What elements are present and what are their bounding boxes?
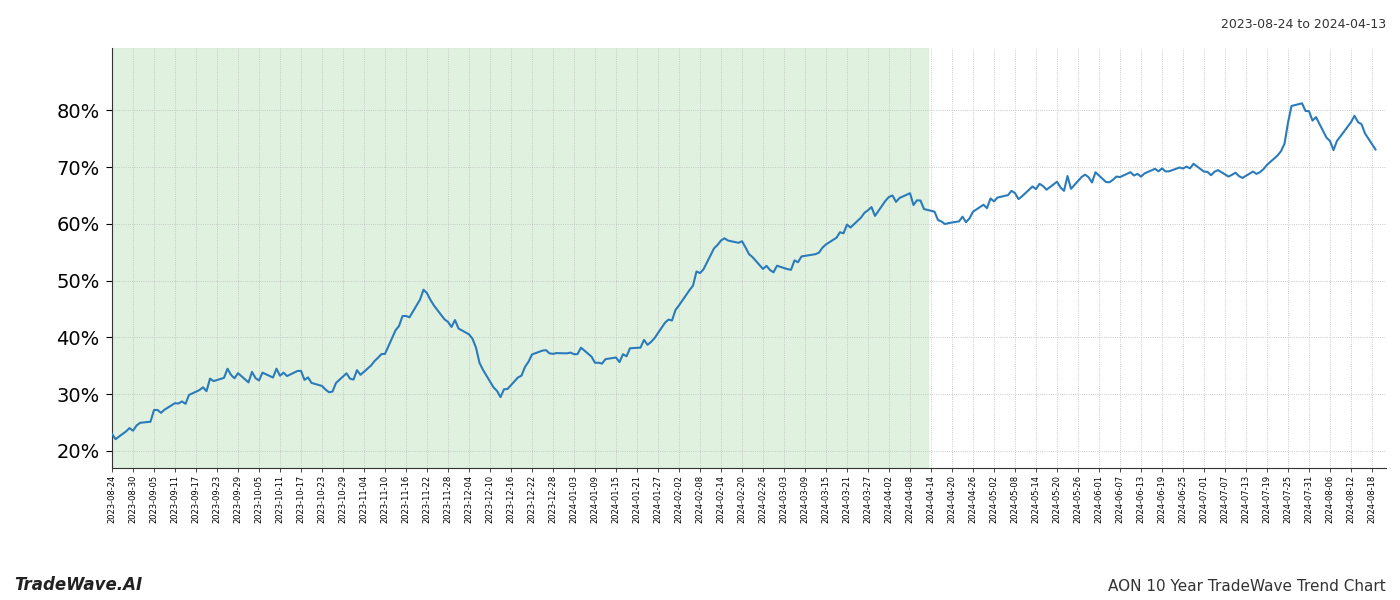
Bar (112, 48, 928, 468)
Text: AON 10 Year TradeWave Trend Chart: AON 10 Year TradeWave Trend Chart (1109, 579, 1386, 594)
Text: 2023-08-24 to 2024-04-13: 2023-08-24 to 2024-04-13 (1221, 18, 1386, 31)
Text: TradeWave.AI: TradeWave.AI (14, 576, 143, 594)
